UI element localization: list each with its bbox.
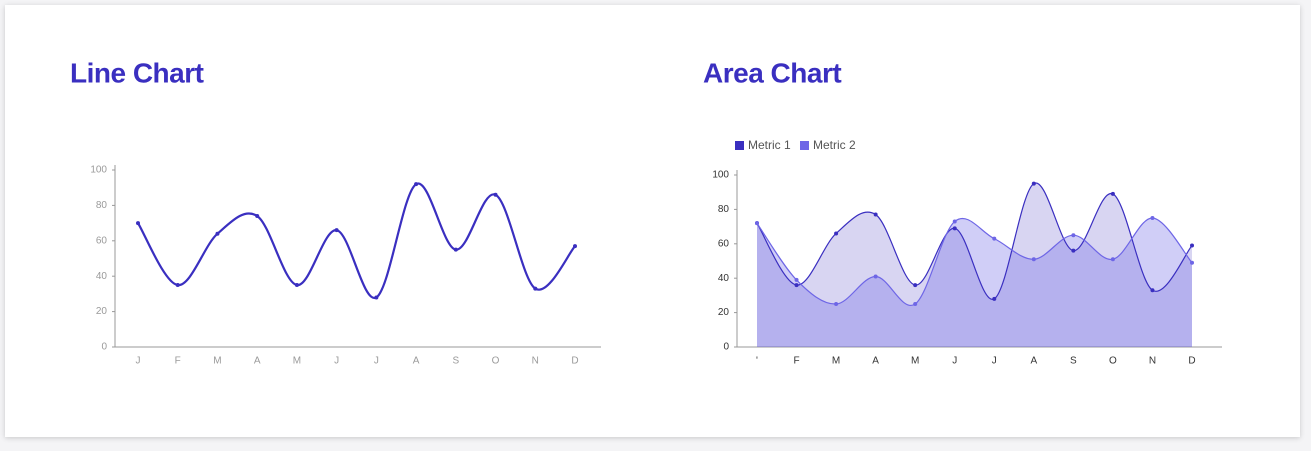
point [873, 212, 878, 217]
chart-title: Area Chart [703, 57, 841, 88]
x-tick-label: A [1030, 356, 1037, 367]
x-tick-label: A [872, 356, 879, 367]
x-tick-label: J [992, 356, 997, 367]
x-tick-label: J [374, 356, 379, 367]
x-tick-label: O [492, 356, 500, 367]
x-tick-label: F [175, 356, 181, 367]
point [794, 283, 799, 288]
point [215, 231, 220, 236]
point [334, 228, 339, 233]
point [453, 247, 458, 252]
point [1110, 257, 1115, 262]
point [1031, 257, 1036, 262]
y-tick-label: 40 [96, 271, 108, 282]
point [913, 283, 918, 288]
legend-label: Metric 2 [813, 138, 856, 152]
point [573, 244, 577, 249]
x-tick-label: M [293, 356, 301, 367]
legend-swatch [800, 141, 809, 150]
point [794, 277, 799, 282]
x-tick-label: D [571, 356, 578, 367]
point [1150, 216, 1155, 220]
x-tick-label: D [1188, 356, 1195, 367]
x-tick-label: J [334, 356, 339, 367]
y-tick-label: 80 [96, 200, 108, 211]
y-tick-label: 60 [96, 235, 108, 246]
point [834, 302, 839, 306]
y-tick-label: 80 [718, 204, 730, 215]
area [757, 217, 1192, 347]
x-tick-label: M [832, 356, 840, 367]
x-tick-label: ' [756, 356, 758, 367]
y-tick-label: 40 [718, 273, 730, 284]
point [136, 221, 140, 226]
point [1071, 248, 1076, 253]
x-tick-label: A [413, 356, 420, 367]
y-tick-label: 0 [101, 342, 107, 353]
point [414, 182, 419, 187]
point [1190, 243, 1194, 248]
line [137, 182, 576, 299]
point [913, 302, 918, 306]
point [1150, 288, 1155, 293]
point [255, 214, 260, 219]
x-tick-label: N [1149, 356, 1156, 367]
point [952, 219, 957, 224]
y-tick-label: 20 [718, 307, 730, 318]
point [1071, 233, 1076, 238]
line [756, 217, 1193, 307]
point [175, 283, 180, 288]
x-tick-label: M [213, 356, 221, 367]
x-tick-label: N [532, 356, 539, 367]
point [1031, 181, 1036, 186]
x-tick-label: A [254, 356, 261, 367]
x-tick-label: S [1070, 356, 1077, 367]
area [757, 182, 1192, 347]
x-tick-label: M [911, 356, 919, 367]
y-tick-label: 100 [712, 170, 729, 181]
legend-label: Metric 1 [748, 138, 791, 152]
x-tick-label: S [452, 356, 459, 367]
legend-swatch [735, 141, 744, 150]
chart-title: Line Chart [70, 57, 204, 88]
card [5, 5, 1300, 437]
point [374, 295, 379, 300]
y-tick-label: 60 [718, 238, 730, 249]
point [992, 236, 997, 241]
y-tick-label: 0 [723, 342, 729, 353]
point [873, 274, 878, 279]
x-tick-label: J [136, 356, 141, 367]
x-tick-label: F [793, 356, 799, 367]
x-tick-label: J [952, 356, 957, 367]
y-tick-label: 20 [96, 306, 108, 317]
x-tick-label: O [1109, 356, 1117, 367]
y-tick-label: 100 [90, 165, 107, 176]
point [755, 221, 759, 226]
point [294, 283, 299, 288]
point [992, 296, 997, 301]
point [834, 231, 839, 236]
point [533, 286, 538, 291]
point [952, 226, 957, 231]
point [493, 192, 498, 197]
point [1190, 260, 1194, 265]
point [1110, 191, 1115, 196]
